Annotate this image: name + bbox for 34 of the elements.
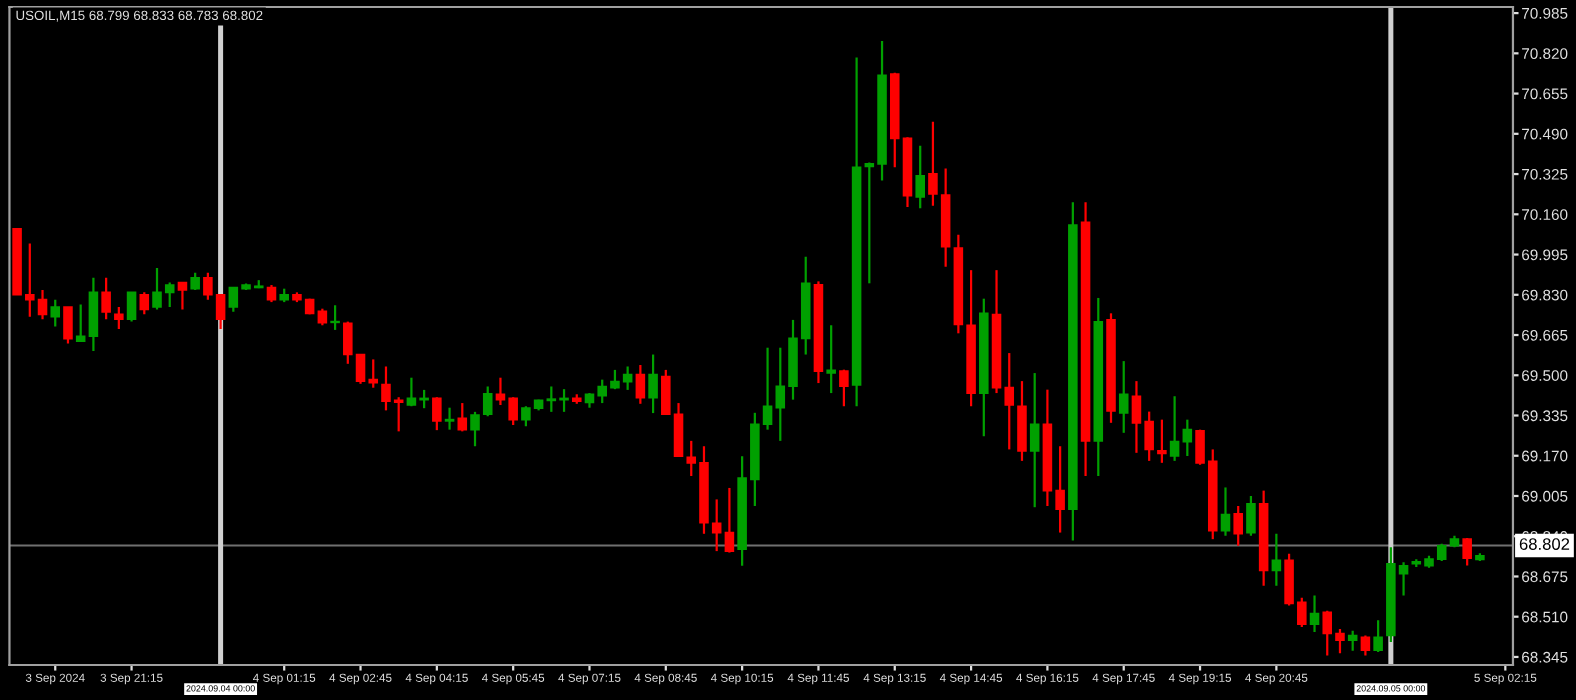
candlestick xyxy=(826,324,836,395)
candlestick xyxy=(1118,360,1129,434)
candlestick xyxy=(432,396,442,432)
candlestick xyxy=(1462,536,1472,567)
candlestick xyxy=(1246,494,1256,537)
candlestick xyxy=(1220,486,1231,537)
candlestick xyxy=(1029,371,1040,509)
candlestick xyxy=(839,368,849,408)
candlestick xyxy=(139,291,150,316)
candlestick xyxy=(50,298,61,328)
candlestick xyxy=(63,305,73,345)
candlestick xyxy=(457,401,468,433)
candlestick xyxy=(1271,532,1282,587)
candlestick xyxy=(1169,395,1180,462)
candlestick xyxy=(1233,504,1243,547)
candlestick xyxy=(177,281,188,311)
candlestick xyxy=(1360,634,1371,657)
candlestick xyxy=(1347,629,1358,652)
candlestick xyxy=(648,353,658,415)
candlestick xyxy=(635,363,646,405)
candlestick xyxy=(126,291,137,323)
candlestick xyxy=(330,304,340,332)
candlestick xyxy=(101,276,111,321)
candlestick xyxy=(915,144,925,210)
candlestick xyxy=(88,276,99,352)
candlestick xyxy=(1309,594,1320,634)
candlestick xyxy=(1182,418,1193,458)
candlestick xyxy=(75,303,86,343)
candlestick xyxy=(724,486,735,554)
candlestick xyxy=(1157,418,1167,464)
ref-line-label: 68.802 xyxy=(1519,538,1570,550)
candlestick xyxy=(1373,619,1383,654)
candlestick xyxy=(114,305,124,331)
candlestick xyxy=(444,406,455,431)
